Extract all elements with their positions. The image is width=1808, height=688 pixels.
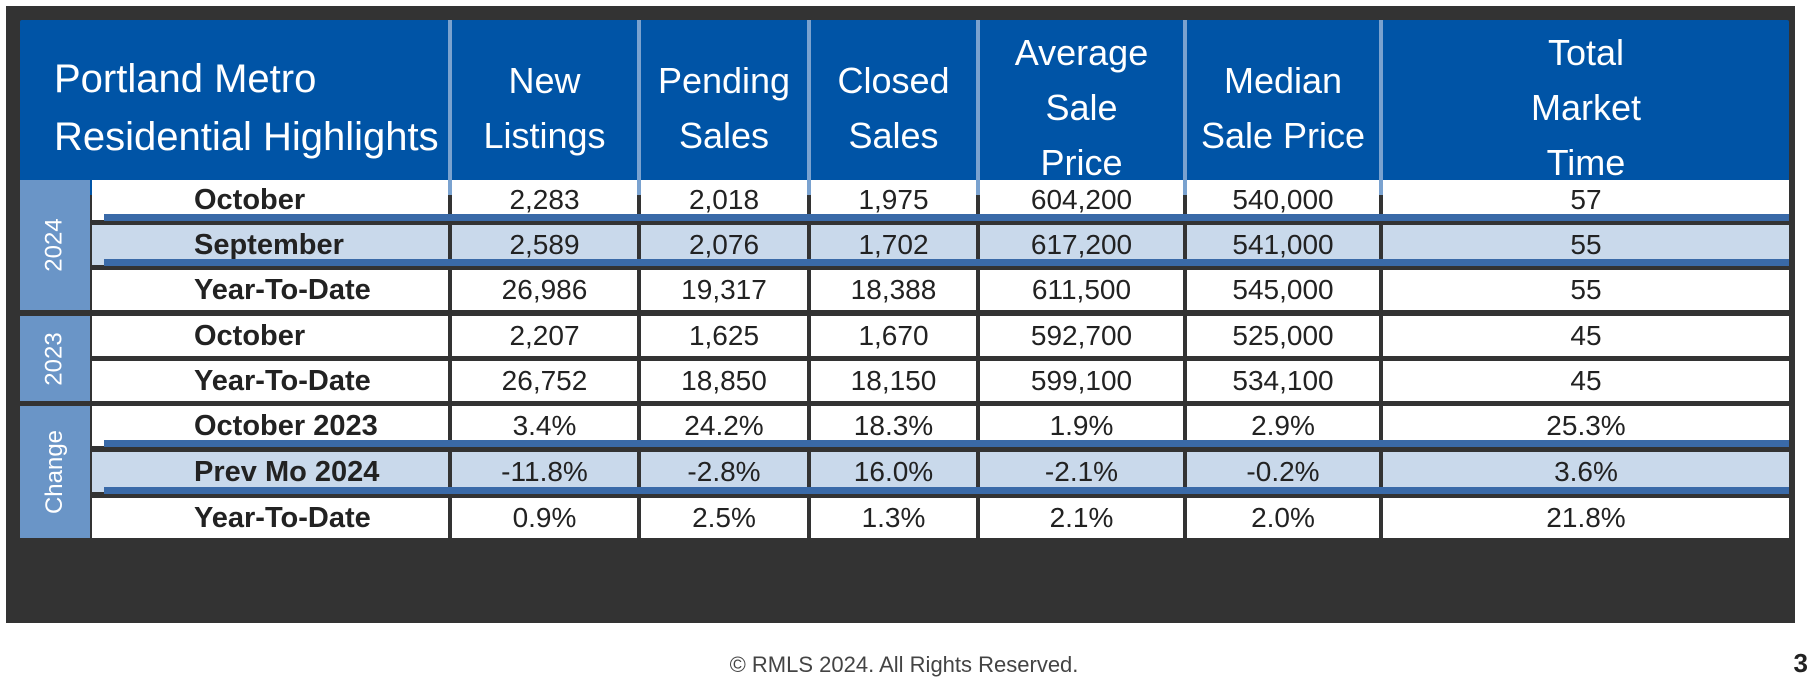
table-cell: 617,200 [980,225,1183,265]
header-separator [637,20,641,195]
row-label: Year-To-Date [92,361,448,401]
table-cell: 1,702 [811,225,976,265]
table-cell: 1,975 [811,180,976,220]
column-header: Median Sale Price [1200,59,1366,156]
column-header: Pending Sales [657,59,791,156]
table-cell: 26,986 [452,270,637,310]
table-title: Portland Metro Residential Highlights [54,56,439,159]
table-cell: 1,625 [641,316,807,356]
table-cell: 540,000 [1187,180,1379,220]
table-cell: 2.5% [641,498,807,538]
row-label: October [92,316,448,356]
table-cell: 2,076 [641,225,807,265]
table-cell: 16.0% [811,452,976,492]
header-separator [807,20,811,195]
table-cell: 45 [1383,361,1789,401]
table-cell: 21.8% [1383,498,1789,538]
table-cell: 2.9% [1187,406,1379,446]
table-cell: 2.0% [1187,498,1379,538]
table-cell: 541,000 [1187,225,1379,265]
row-label: Prev Mo 2024 [92,452,448,492]
row-divider [104,487,1789,494]
column-header: Average Sale Price [1014,32,1149,183]
table-cell: 55 [1383,225,1789,265]
table-cell: 2,207 [452,316,637,356]
page-number: 3 [1793,648,1808,678]
row-divider [104,259,1789,266]
row-divider [104,440,1789,447]
table-cell: 3.4% [452,406,637,446]
table-cell: 599,100 [980,361,1183,401]
table-cell: 592,700 [980,316,1183,356]
table-cell: 45 [1383,316,1789,356]
row-label: September [92,225,448,265]
table-cell: 1,670 [811,316,976,356]
table-cell: -0.2% [1187,452,1379,492]
table-cell: 24.2% [641,406,807,446]
group-label-block: 2023 [20,316,90,401]
table-cell: 525,000 [1187,316,1379,356]
row-label: October [92,180,448,220]
header-separator [976,20,980,195]
table-cell: -2.1% [980,452,1183,492]
table-cell: 26,752 [452,361,637,401]
table-cell: -11.8% [452,452,637,492]
table-cell: 18,850 [641,361,807,401]
table-cell: 1.9% [980,406,1183,446]
header-separator [1379,20,1383,195]
table-cell: 55 [1383,270,1789,310]
row-label: Year-To-Date [92,270,448,310]
table-cell: 604,200 [980,180,1183,220]
table-cell: 19,317 [641,270,807,310]
row-divider [104,214,1789,221]
group-label-block: Change [20,406,90,538]
table-cell: 2,018 [641,180,807,220]
table-cell: 545,000 [1187,270,1379,310]
table-cell: 25.3% [1383,406,1789,446]
group-label: Change [41,429,69,515]
table-cell: 18,388 [811,270,976,310]
table-header [20,20,1789,195]
row-label: Year-To-Date [92,498,448,538]
header-separator [448,20,452,195]
header-separator [1183,20,1187,195]
column-header: Total Market Time [1530,32,1642,183]
table-cell: 57 [1383,180,1789,220]
table-cell: 2.1% [980,498,1183,538]
table-cell: 18,150 [811,361,976,401]
table-cell: 611,500 [980,270,1183,310]
table-cell: 3.6% [1383,452,1789,492]
table-cell: 534,100 [1187,361,1379,401]
table-cell: 2,589 [452,225,637,265]
table-cell: -2.8% [641,452,807,492]
group-label: 2024 [40,218,68,272]
table-cell: 18.3% [811,406,976,446]
copyright-footer: © RMLS 2024. All Rights Reserved. [729,652,1079,677]
row-label: October 2023 [92,406,448,446]
group-label: 2023 [40,331,68,386]
column-header: Closed Sales [837,59,950,156]
table-cell: 1.3% [811,498,976,538]
group-label-block: 2024 [20,180,90,310]
table-cell: 0.9% [452,498,637,538]
column-header: New Listings [483,59,606,156]
table-cell: 2,283 [452,180,637,220]
